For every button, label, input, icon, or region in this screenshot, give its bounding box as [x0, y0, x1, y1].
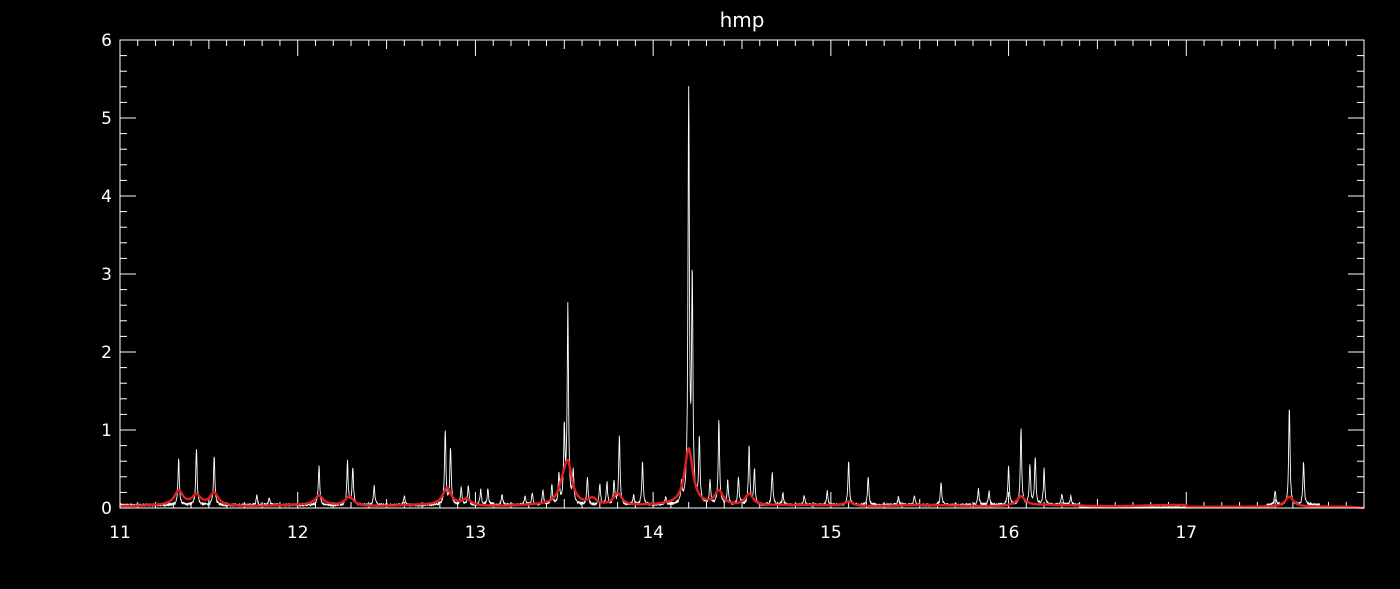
y-tick-label: 4: [101, 187, 112, 207]
series-layer: [119, 86, 1365, 510]
y-tick-label: 2: [101, 343, 112, 363]
plot-frame: [119, 39, 1365, 509]
x-tick-label: 14: [642, 523, 664, 543]
x-tick-label: 15: [820, 523, 842, 543]
x-tick-label: 17: [1175, 523, 1197, 543]
chart-title: hmp: [720, 8, 765, 32]
series-2-line: [119, 447, 1365, 510]
x-tick-label: 16: [998, 523, 1020, 543]
y-tick-label: 5: [101, 109, 112, 129]
y-tick-label: 0: [101, 499, 112, 519]
series-1-line: [119, 86, 1365, 509]
x-tick-label: 11: [109, 523, 131, 543]
y-tick-label: 6: [101, 31, 112, 51]
x-tick-label: 12: [287, 523, 309, 543]
x-tick-label: 13: [465, 523, 487, 543]
y-tick-label: 3: [101, 265, 112, 285]
y-tick-label: 1: [101, 421, 112, 441]
